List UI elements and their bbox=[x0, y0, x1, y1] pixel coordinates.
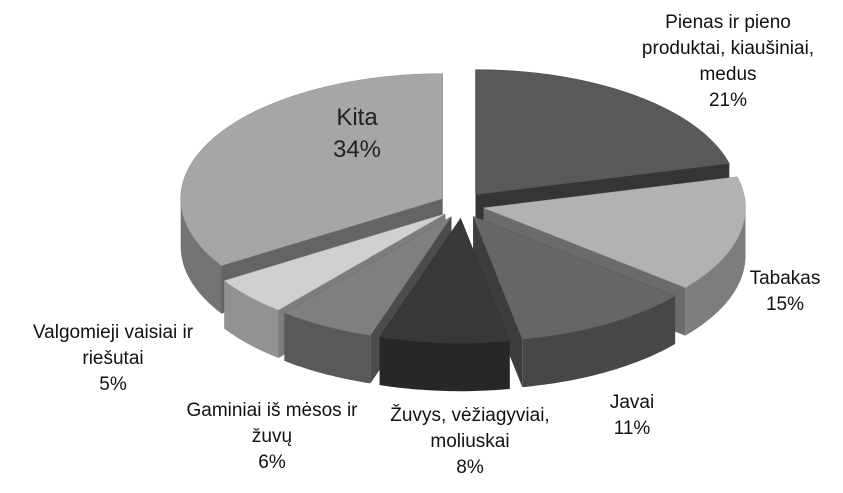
data-label: Pienas ir pieno produktai, kiaušiniai, m… bbox=[641, 10, 816, 114]
category-label: Kita bbox=[336, 104, 378, 131]
category-label: Gaminiai iš mėsos ir žuvų bbox=[186, 400, 358, 447]
category-label: Tabakas bbox=[749, 268, 821, 289]
category-label: Pienas ir pieno produktai, kiaušiniai, m… bbox=[641, 12, 815, 85]
slice-wall bbox=[685, 207, 746, 336]
value-label: 34% bbox=[332, 136, 382, 163]
slice bbox=[379, 217, 511, 344]
category-label: Valgomieji vaisiai ir riešutai bbox=[32, 322, 194, 369]
slice-wall bbox=[284, 312, 371, 384]
data-label: Tabakas 15% bbox=[725, 266, 843, 318]
data-label: Žuvys, vėžiagyviai, moliuskai 8% bbox=[365, 403, 575, 481]
value-label: 8% bbox=[456, 457, 484, 478]
data-label: Gaminiai iš mėsos ir žuvų 6% bbox=[182, 398, 362, 476]
slice bbox=[223, 213, 446, 311]
value-label: 11% bbox=[613, 418, 651, 439]
slice bbox=[483, 176, 746, 288]
slice bbox=[472, 215, 676, 340]
data-label: Kita 34% bbox=[322, 102, 392, 166]
slice-side bbox=[473, 216, 523, 388]
slice-wall bbox=[180, 198, 222, 314]
category-label: Žuvys, vėžiagyviai, moliuskai bbox=[390, 405, 550, 452]
slice-wall bbox=[522, 296, 676, 388]
value-label: 21% bbox=[708, 90, 748, 111]
slice bbox=[180, 73, 443, 266]
data-label: Valgomieji vaisiai ir riešutai 5% bbox=[6, 320, 221, 398]
value-label: 6% bbox=[258, 452, 286, 473]
value-label: 5% bbox=[99, 374, 127, 395]
slice bbox=[475, 69, 730, 195]
value-label: 15% bbox=[765, 294, 805, 315]
slice-wall bbox=[224, 280, 279, 358]
slice-wall bbox=[379, 337, 510, 392]
category-label: Javai bbox=[609, 392, 655, 413]
data-label: Javai 11% bbox=[582, 390, 682, 442]
slice bbox=[283, 216, 452, 336]
